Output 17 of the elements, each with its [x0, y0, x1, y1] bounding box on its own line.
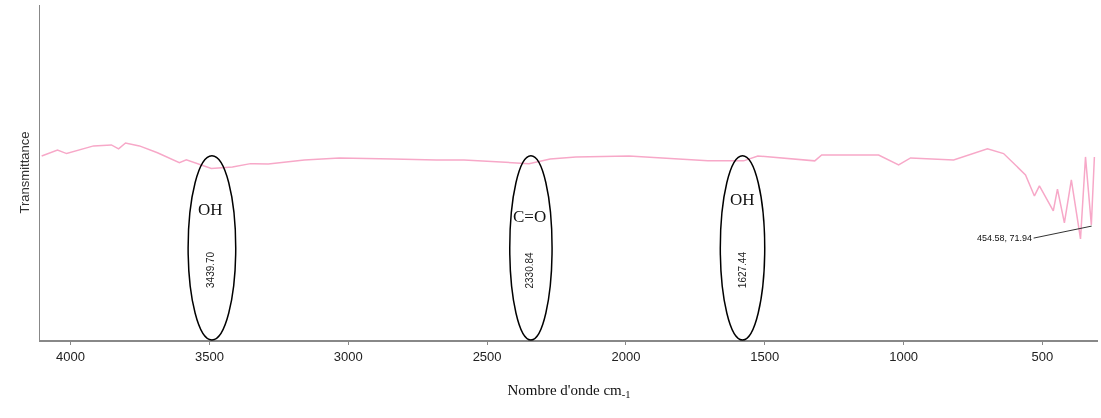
annotation: C=O	[513, 207, 547, 226]
x-tick-label: 2000	[611, 348, 641, 364]
annotation: 1627.44	[736, 251, 748, 289]
annotation: 2330.84	[524, 251, 536, 289]
x-tick-label: 3000	[333, 348, 363, 364]
x-axis-title: Nombre d'onde cm$_{-1}$	[507, 382, 631, 401]
x-tick-label: 2500	[472, 348, 502, 364]
annotation: 3439.70	[204, 251, 216, 288]
x-tick-label: 500	[1031, 348, 1054, 364]
annotation: OH	[730, 190, 755, 209]
annotation: OH	[198, 200, 223, 219]
x-tick-label: 4000	[56, 348, 86, 364]
y-axis-title: Transmittance	[16, 131, 32, 214]
x-tick-label: 1500	[750, 348, 780, 364]
x-tick-label: 3500	[194, 348, 224, 364]
annotation: 454.58, 71.94	[977, 233, 1033, 243]
x-tick-label: 1000	[889, 348, 919, 364]
